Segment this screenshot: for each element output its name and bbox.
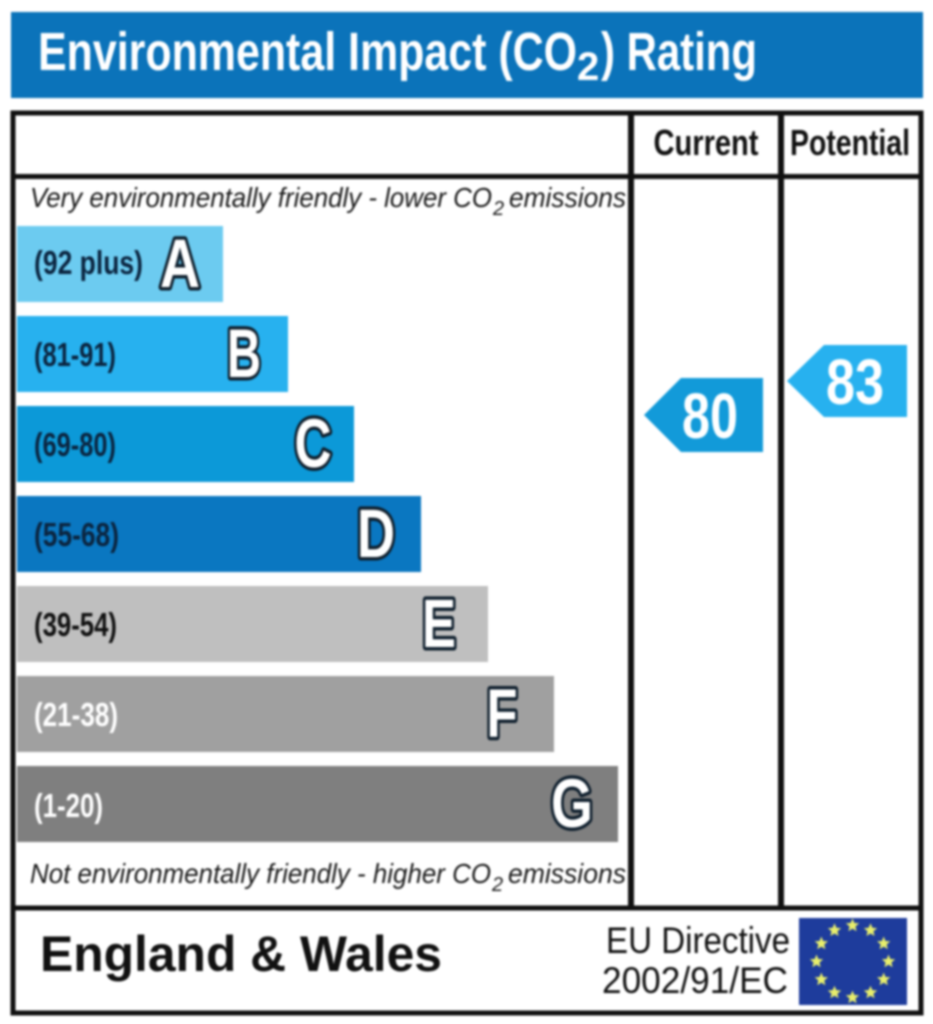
svg-text:G: G: [551, 765, 593, 842]
svg-text:(69-80): (69-80): [34, 426, 116, 463]
svg-text:Not environmentally friendly -: Not environmentally friendly - higher CO: [30, 858, 491, 889]
svg-text:A: A: [160, 225, 200, 302]
svg-text:emissions: emissions: [508, 858, 626, 889]
svg-text:E: E: [422, 585, 456, 662]
svg-text:) Rating: ) Rating: [601, 22, 757, 82]
svg-text:2002/91/EC: 2002/91/EC: [602, 960, 788, 1001]
svg-text:Environmental Impact (CO: Environmental Impact (CO: [38, 22, 577, 82]
svg-text:(39-54): (39-54): [34, 606, 117, 643]
svg-text:(92 plus): (92 plus): [34, 244, 143, 281]
svg-text:2: 2: [577, 45, 599, 89]
svg-text:Current: Current: [654, 122, 759, 163]
svg-text:80: 80: [682, 380, 738, 452]
svg-text:C: C: [295, 405, 332, 482]
svg-text:(1-20): (1-20): [34, 787, 103, 824]
svg-text:England & Wales: England & Wales: [40, 926, 442, 982]
svg-text:Very environmentally friendly: Very environmentally friendly - lower CO: [30, 182, 492, 213]
svg-text:(21-38): (21-38): [34, 696, 118, 733]
svg-text:(55-68): (55-68): [34, 516, 119, 553]
svg-text:(81-91): (81-91): [34, 336, 116, 373]
svg-text:emissions: emissions: [509, 182, 626, 213]
svg-text:2: 2: [492, 198, 504, 220]
svg-text:83: 83: [826, 346, 884, 418]
svg-text:Potential: Potential: [790, 122, 910, 163]
svg-text:2: 2: [491, 874, 503, 896]
svg-text:B: B: [227, 315, 261, 392]
svg-text:EU Directive: EU Directive: [606, 920, 790, 961]
svg-text:F: F: [487, 675, 518, 752]
svg-text:D: D: [357, 495, 395, 572]
